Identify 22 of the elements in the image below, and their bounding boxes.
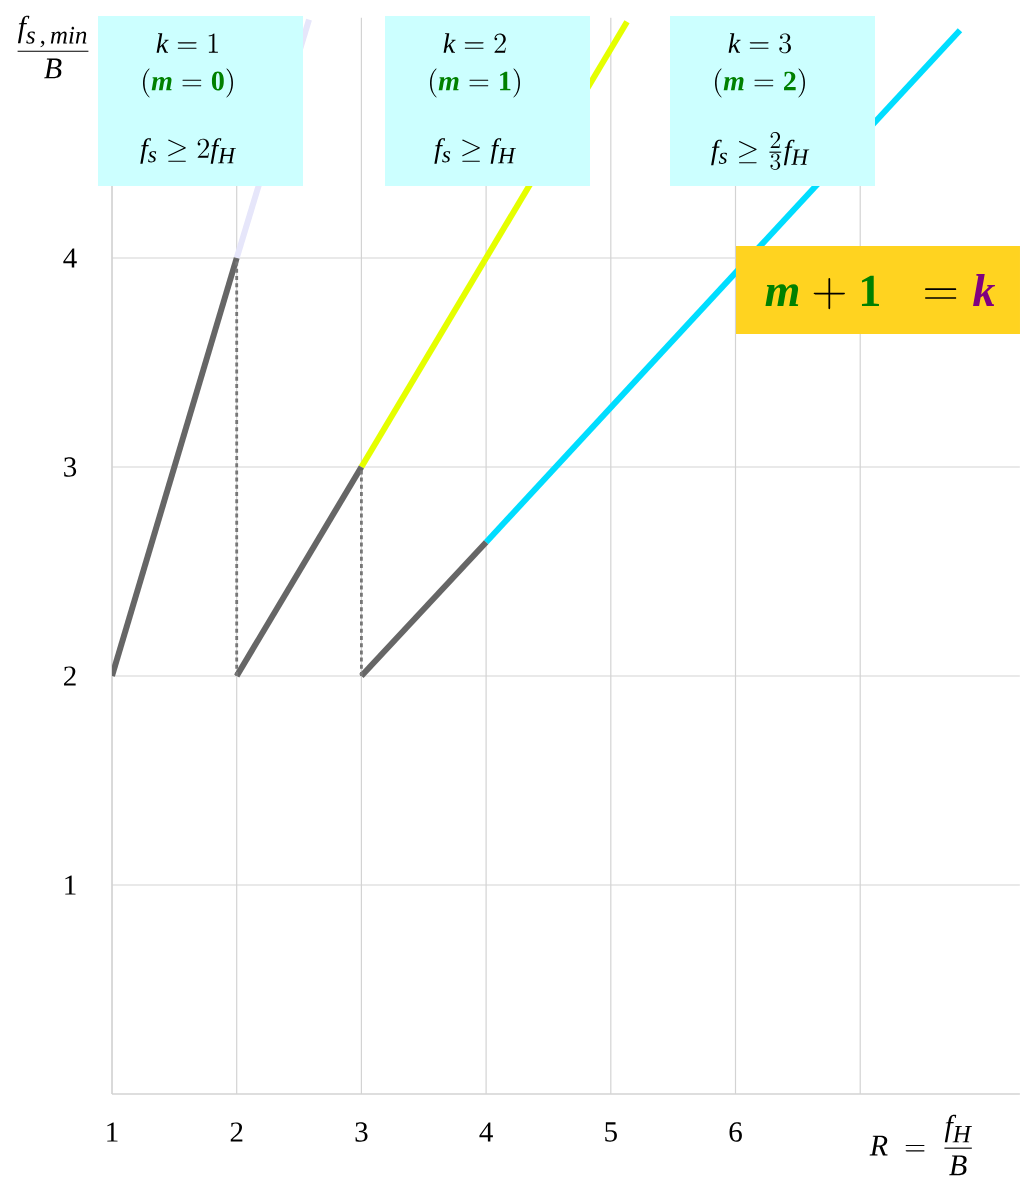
x-tick-label: 2 <box>230 1122 243 1142</box>
annotation: $k = 3$ <box>728 33 791 54</box>
annotation: $(\textcolor{Green}{\boldsymbol{m}} = \textcolor{Green}{\mathbf{0}})$ <box>143 68 233 98</box>
x-axis-title: $R \;=\; \frac{f_H}{B}$ <box>869 1114 972 1176</box>
y-tick-label: 1 <box>65 875 76 895</box>
x-tick-label: 4 <box>479 1122 493 1142</box>
x-tick-label: 3 <box>355 1122 368 1142</box>
y-tick-label: 4 <box>63 248 77 268</box>
x-tick-label: 5 <box>605 1122 617 1142</box>
annotation: $k = 1$ <box>156 33 218 53</box>
y-tick-label: 2 <box>64 666 76 686</box>
annotation: $f_s \geq \tfrac{2}{3} f_H$ <box>711 132 810 170</box>
x-tick-label: 1 <box>107 1122 118 1142</box>
annotation: $\textcolor{Green}{\boldsymbol{m}} + \textcolor{Green}{\mathbf{1}} \;\; = \textcolor{Purple}{\boldsymbol{k}}$ <box>765 274 996 310</box>
y-axis-title: $\frac{f_{s\,,\,min}}{B}$ <box>17 15 89 79</box>
x-tick-label: 6 <box>729 1122 742 1142</box>
annotation: $(\textcolor{Green}{\boldsymbol{m}} = \textcolor{Green}{\mathbf{1}})$ <box>430 68 520 98</box>
annotation: $(\textcolor{Green}{\boldsymbol{m}} = \textcolor{Green}{\mathbf{2}})$ <box>715 68 805 98</box>
annotation: $k = 2$ <box>443 33 506 53</box>
annotation: $f_s \geq f_H$ <box>434 138 517 164</box>
y-tick-label: 3 <box>64 457 77 477</box>
annotation: $f_s \geq 2 f_H$ <box>140 138 237 164</box>
